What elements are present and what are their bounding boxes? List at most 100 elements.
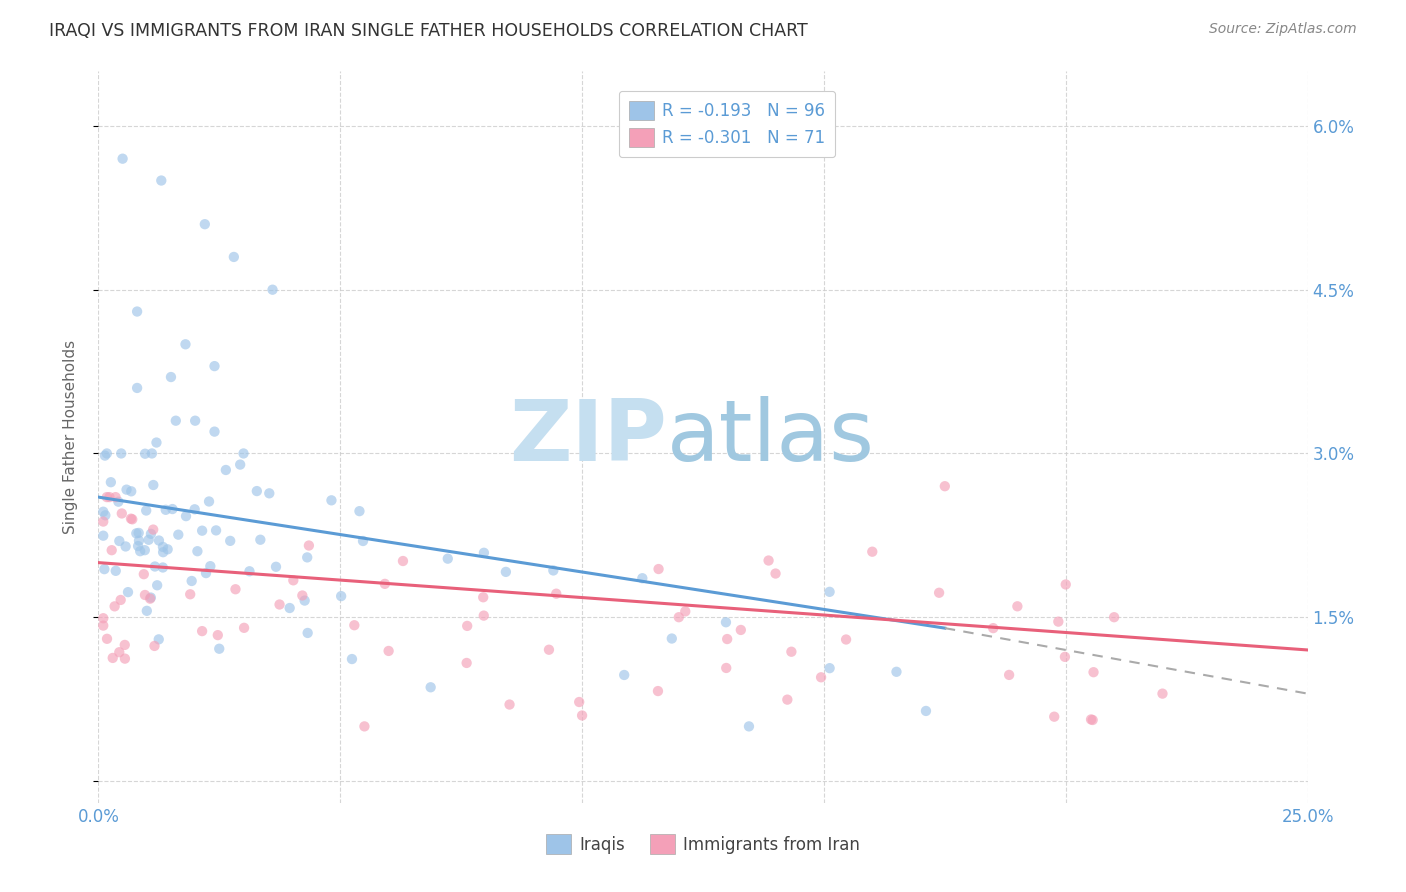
Point (915, 704, 938, 718)
Point (91, 611, 114, 625)
Point (456, 619, 478, 633)
Point (776, 692, 799, 706)
Point (128, 525, 150, 540)
Point (141, 446, 163, 460)
Point (134, 447, 156, 461)
Point (184, 414, 207, 428)
Point (1083, 665, 1105, 680)
Point (148, 632, 170, 647)
Point (291, 589, 314, 603)
Point (613, 668, 636, 682)
Point (194, 217, 217, 231)
Point (647, 562, 669, 576)
Point (330, 589, 353, 603)
Point (668, 610, 690, 624)
Point (138, 533, 160, 547)
Point (1043, 709, 1066, 723)
Text: IRAQI VS IMMIGRANTS FROM IRAN SINGLE FATHER HOUSEHOLDS CORRELATION CHART: IRAQI VS IMMIGRANTS FROM IRAN SINGLE FAT… (49, 22, 808, 40)
Point (219, 533, 242, 548)
Point (1081, 713, 1104, 727)
Point (353, 719, 375, 733)
Point (343, 618, 366, 632)
Point (128, 533, 150, 548)
Point (377, 644, 399, 658)
Point (139, 591, 162, 606)
Point (543, 564, 565, 578)
Point (204, 359, 226, 373)
Point (860, 545, 883, 559)
Point (115, 483, 138, 497)
Point (142, 523, 165, 537)
Point (139, 526, 162, 541)
Point (537, 642, 560, 657)
Point (165, 414, 187, 428)
Point (716, 661, 738, 675)
Point (673, 604, 696, 618)
Point (145, 435, 167, 450)
Point (716, 632, 738, 646)
Point (174, 337, 197, 351)
Point (155, 503, 177, 517)
Point (810, 670, 832, 684)
Point (129, 544, 152, 558)
Point (195, 566, 218, 580)
Point (152, 560, 174, 574)
Point (198, 494, 221, 508)
Point (419, 680, 441, 694)
Point (127, 539, 149, 553)
Point (738, 719, 761, 733)
Point (472, 608, 495, 623)
Point (818, 584, 841, 599)
Legend: Iraqis, Immigrants from Iran: Iraqis, Immigrants from Iran (538, 828, 868, 860)
Point (91, 529, 114, 543)
Point (100, 543, 122, 558)
Point (631, 571, 654, 585)
Point (262, 283, 284, 297)
Point (374, 577, 396, 591)
Point (229, 458, 252, 472)
Point (135, 503, 157, 517)
Point (191, 624, 214, 639)
Point (156, 542, 179, 557)
Point (120, 484, 142, 499)
Point (110, 593, 132, 607)
Point (233, 621, 256, 635)
Point (340, 652, 363, 666)
Point (934, 479, 956, 493)
Text: ZIP: ZIP (509, 395, 666, 479)
Point (1053, 649, 1076, 664)
Point (139, 591, 162, 605)
Point (298, 539, 321, 553)
Point (278, 601, 301, 615)
Point (96, 446, 118, 460)
Point (647, 684, 669, 698)
Point (714, 615, 737, 630)
Point (200, 559, 222, 574)
Point (135, 604, 157, 618)
Point (127, 381, 149, 395)
Point (928, 586, 950, 600)
Point (998, 668, 1021, 682)
Point (571, 708, 593, 723)
Point (222, 250, 245, 264)
Point (818, 661, 841, 675)
Point (392, 554, 415, 568)
Point (204, 425, 226, 439)
Point (321, 493, 343, 508)
Point (180, 574, 202, 588)
Point (1080, 713, 1102, 727)
Point (94, 508, 117, 523)
Point (349, 504, 371, 518)
Point (98, 490, 121, 504)
Point (162, 502, 184, 516)
Point (661, 632, 683, 646)
Point (297, 626, 319, 640)
Point (96, 632, 118, 646)
Point (142, 478, 165, 492)
Point (96, 490, 118, 504)
Point (436, 551, 458, 566)
Point (125, 526, 148, 541)
Point (152, 540, 174, 554)
Point (107, 494, 129, 508)
Point (121, 512, 143, 526)
